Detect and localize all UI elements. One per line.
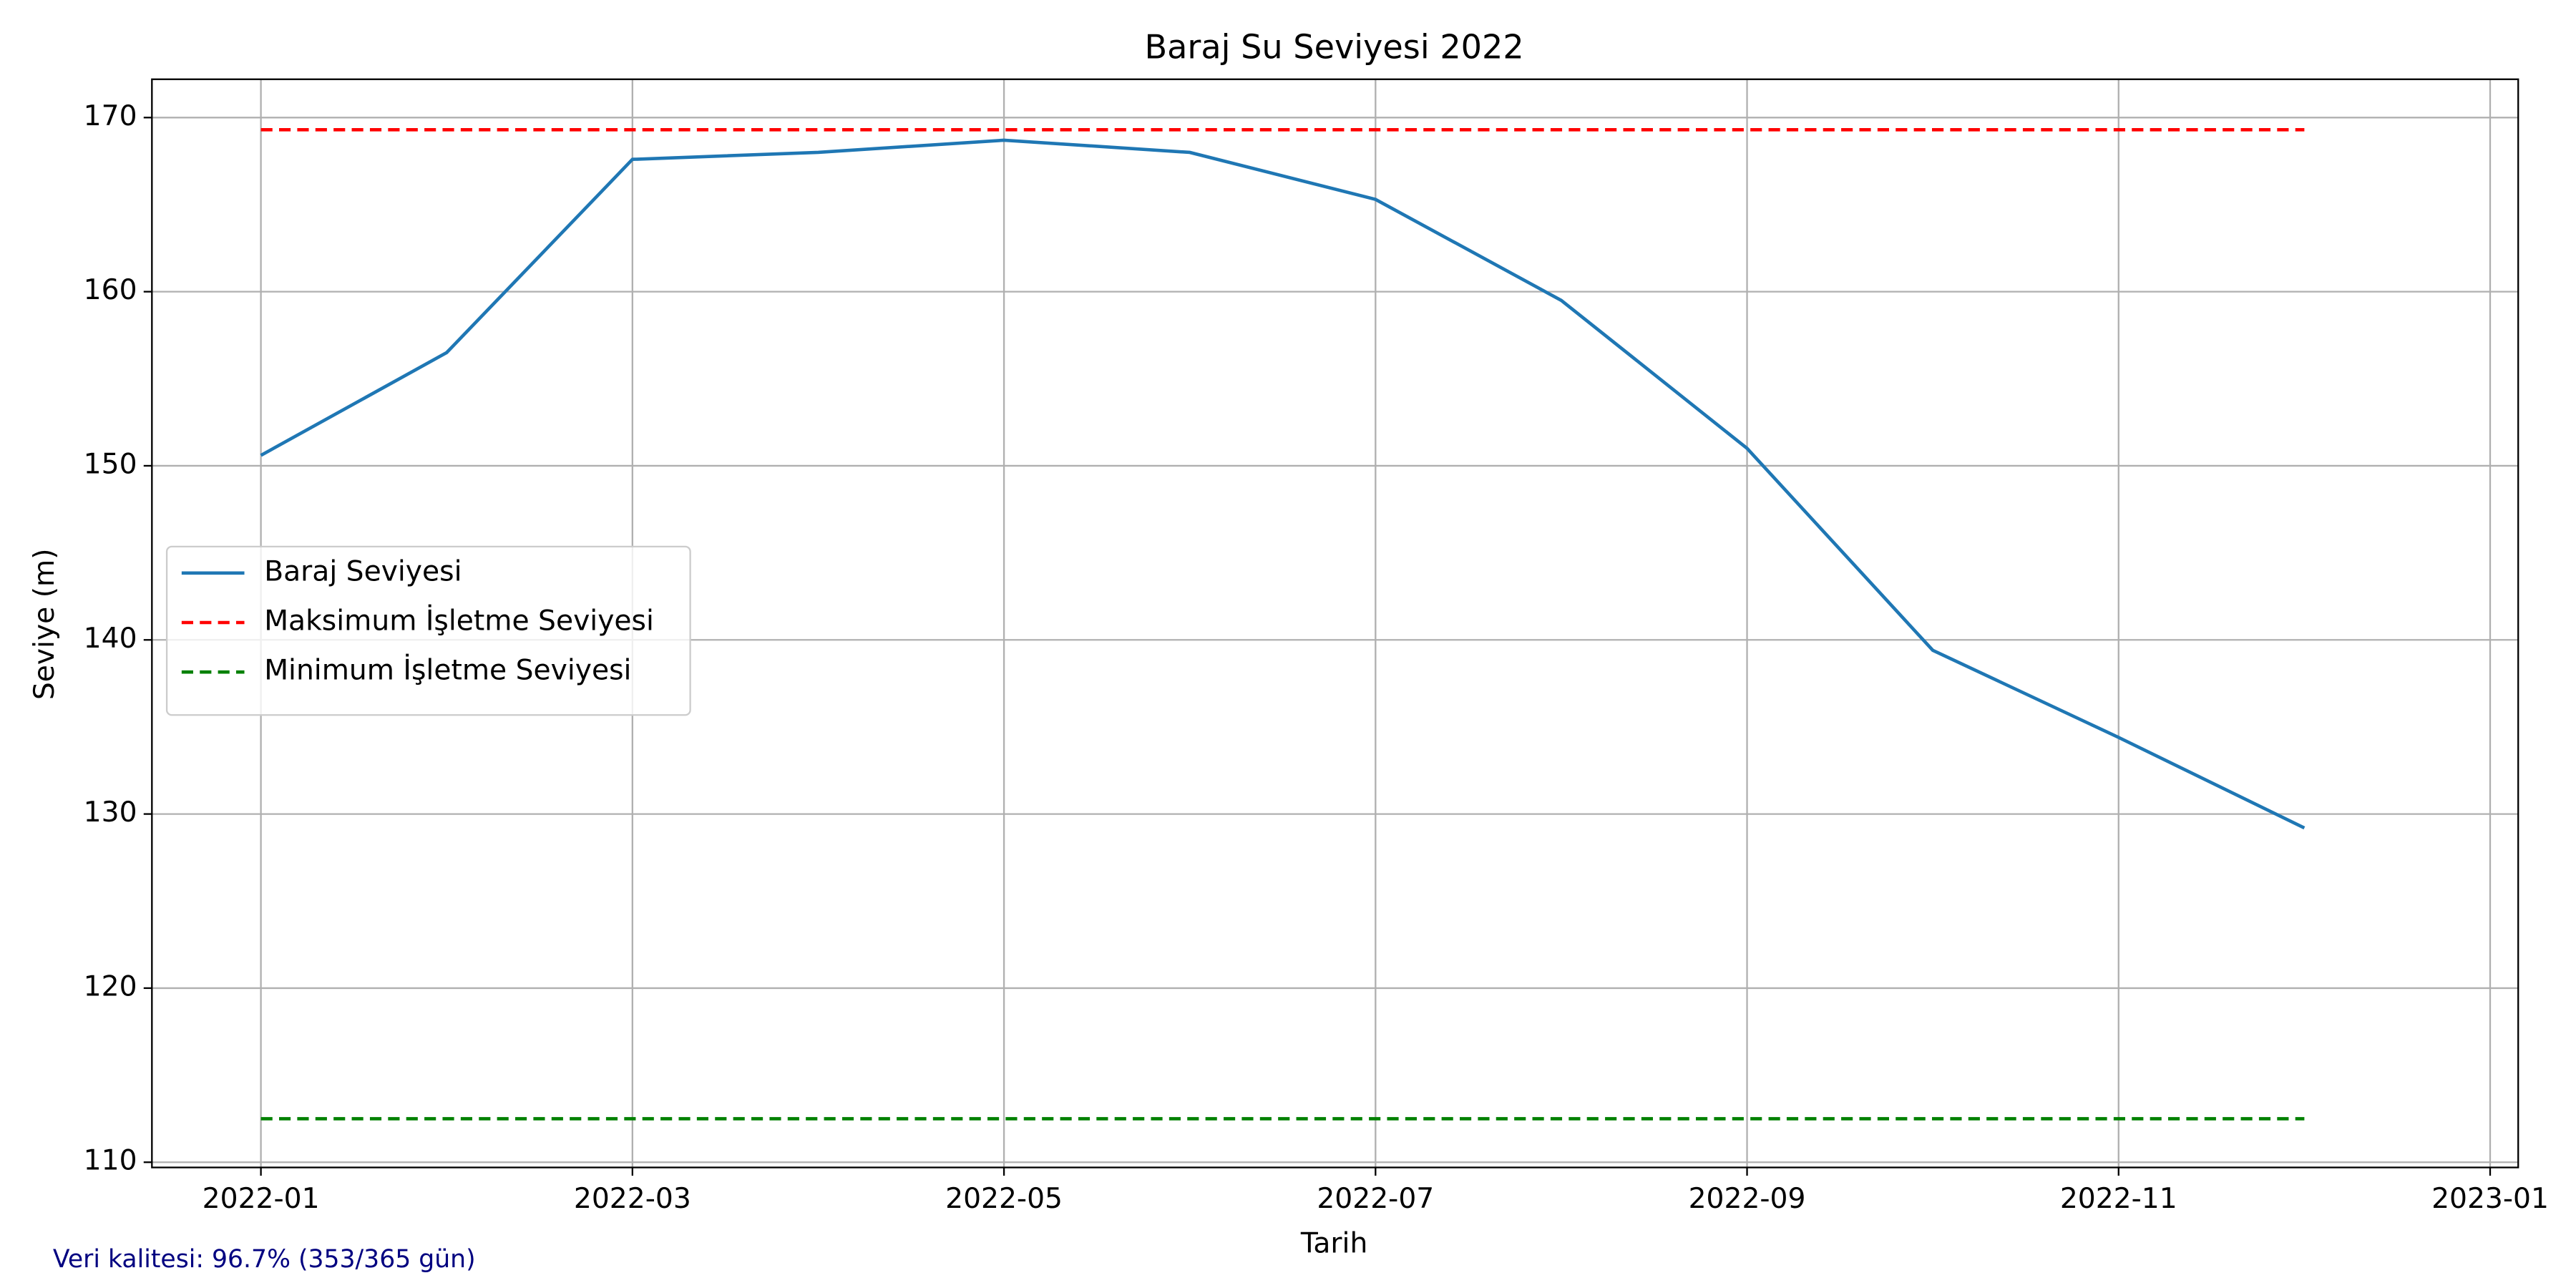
x-tick-label: 2023-01 (2431, 1183, 2549, 1215)
data-line (260, 138, 2306, 830)
x-tick-label: 2022-09 (1689, 1183, 1806, 1215)
legend-label: Baraj Seviyesi (264, 555, 462, 587)
x-tick-label: 2022-05 (945, 1183, 1063, 1215)
y-tick-label: 130 (84, 796, 137, 829)
plot-frame (151, 78, 2519, 1169)
y-tick-label: 120 (84, 970, 137, 1002)
legend-label: Minimum İşletme Seviyesi (264, 654, 631, 687)
y-tick-label: 160 (84, 274, 137, 306)
chart-title: Baraj Su Seviyesi 2022 (1144, 28, 1523, 67)
y-axis-label: Seviye (m) (29, 548, 61, 700)
x-tick-label: 2022-03 (574, 1183, 691, 1215)
legend-label: Maksimum İşletme Seviyesi (264, 605, 654, 638)
legend-box (165, 545, 691, 716)
x-tick-label: 2022-11 (2060, 1183, 2177, 1215)
y-tick-label: 140 (84, 623, 137, 655)
x-axis-label: Tarih (1300, 1228, 1367, 1260)
legend: Baraj Seviyesi Maksimum İşletme Seviyesi M… (165, 545, 691, 716)
footnote: Veri kalitesi: 96.7% (353/365 gün) (53, 1245, 476, 1274)
y-tick-label: 110 (84, 1145, 137, 1177)
x-tick-label: 2022-01 (203, 1183, 320, 1215)
y-tick-label: 150 (84, 448, 137, 480)
x-tick-label: 2022-07 (1317, 1183, 1434, 1215)
y-tick-label: 170 (84, 100, 137, 132)
